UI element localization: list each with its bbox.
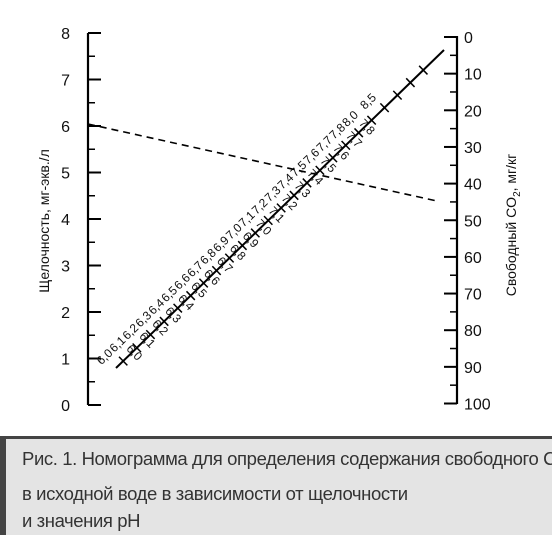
left-axis: 0 1 2 3 4 5 6 7 8 Щелочность, мг-экв./л	[36, 26, 101, 415]
ph-left-label: 8,5	[357, 90, 379, 112]
right-axis-tick-label: 90	[464, 360, 482, 377]
ph-scale-line	[115, 49, 445, 369]
caption-line-1-text: Рис. 1. Номограмма для определения содер…	[22, 448, 552, 469]
ph-scale-tick	[379, 102, 390, 113]
ph-scale-tick	[173, 303, 183, 313]
right-axis: 0 10 20 30 40 50 60 70 80 90 100 Свободный CO2, мг…	[444, 30, 523, 414]
ph-scale-tick	[392, 90, 403, 100]
ph-scale-tick	[211, 265, 222, 276]
right-axis-tick-label: 30	[464, 140, 482, 157]
left-axis-tick-label: 8	[61, 26, 70, 43]
caption-line-1: Рис. 1. Номограмма для определения содер…	[22, 445, 552, 480]
ph-scale-tick	[353, 127, 364, 138]
ph-scale-tick	[118, 356, 128, 366]
right-axis-tick-label: 60	[464, 250, 482, 267]
left-axis-tick-label: 7	[61, 73, 70, 90]
example-dashed-line	[87, 123, 438, 202]
right-axis-label-tail: , мг/кг	[503, 154, 519, 192]
ph-scale-tick	[341, 140, 351, 151]
ph-scale-tick	[132, 342, 142, 353]
ph-scale-tick	[276, 203, 286, 213]
left-axis-tick-label: 4	[61, 212, 70, 229]
ph-scale-tick	[159, 316, 169, 327]
right-axis-tick-label: 20	[464, 103, 482, 120]
figure-caption: Рис. 1. Номограмма для определения содер…	[0, 436, 552, 535]
left-axis-tick-label: 5	[61, 166, 70, 183]
ph-scale-tick	[418, 65, 429, 75]
ph-scale: 6,06,16,26,36,46,56,66,76,86,97,07,17,27…	[94, 49, 445, 369]
ph-scale-tick	[366, 115, 377, 126]
left-axis-tick-label: 0	[61, 398, 70, 415]
right-axis-tick-label: 70	[464, 287, 482, 304]
right-axis-label-sub: 2	[512, 191, 523, 197]
left-axis-label: Щелочность, мг-экв./л	[36, 149, 52, 293]
left-axis-tick-label: 6	[61, 119, 70, 136]
right-axis-label-main: Свободный CO	[503, 197, 519, 296]
ph-scale-tick	[185, 290, 196, 301]
nomogram: 0 1 2 3 4 5 6 7 8 Щелочность, мг-экв./л 0 10 20 30 4…	[36, 26, 523, 415]
ph-scale-tick	[198, 278, 209, 288]
right-axis-tick-label: 0	[464, 30, 473, 47]
caption-line-3: и значения pH	[22, 509, 141, 531]
ph-scale-tick	[145, 329, 156, 340]
right-axis-tick-label: 80	[464, 323, 482, 340]
right-axis-tick-label: 10	[464, 67, 482, 84]
ph-scale-tick	[328, 152, 338, 163]
right-axis-tick-label: 50	[464, 213, 482, 230]
left-axis-tick-label: 3	[61, 259, 70, 276]
ph-scale-tick	[315, 165, 325, 176]
right-axis-label: Свободный CO2, мг/кг	[503, 154, 523, 297]
ph-scale-tick	[302, 178, 312, 188]
ph-scale-tick	[237, 240, 248, 251]
ph-scale-tick	[250, 228, 261, 238]
left-axis-tick-label: 2	[61, 305, 70, 322]
right-axis-tick-label: 40	[464, 177, 482, 194]
ph-scale-tick	[289, 190, 299, 201]
ph-scale-tick	[224, 253, 235, 263]
left-axis-tick-label: 1	[61, 352, 70, 369]
ph-scale-tick	[405, 77, 416, 88]
ph-scale-tick	[263, 215, 273, 226]
right-axis-tick-label: 100	[464, 397, 491, 414]
caption-line-2: в исходной воде в зависимости от щелочно…	[22, 482, 408, 504]
